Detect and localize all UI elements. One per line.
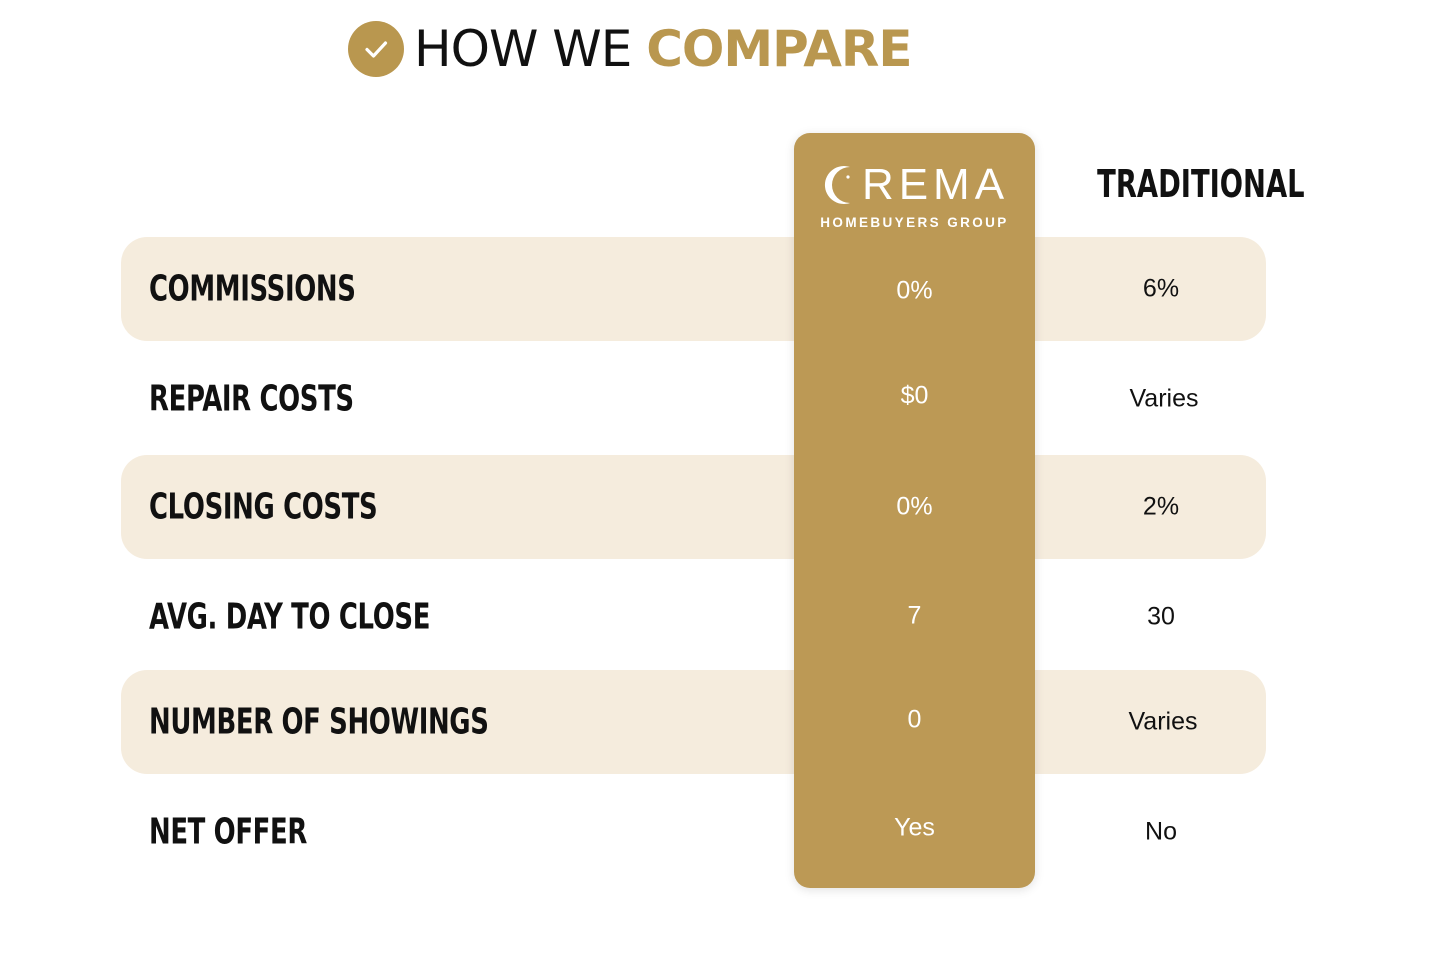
row-label: AVG. DAY TO CLOSE [149, 596, 431, 638]
row-label: CLOSING COSTS [149, 486, 378, 528]
title-part-gold: COMPARE [646, 20, 912, 78]
title-text: HOW WE COMPARE [414, 24, 913, 74]
title-part-dark: HOW WE [414, 20, 647, 78]
crema-value-avg-day-to-close: 7 [907, 601, 922, 630]
traditional-value: 2% [1142, 492, 1180, 521]
row-label: COMMISSIONS [149, 268, 356, 310]
traditional-column-header: TRADITIONAL [1097, 162, 1305, 206]
traditional-value: 30 [1147, 602, 1175, 631]
crema-wordmark: REMA [794, 159, 1035, 211]
crema-column: REMA HOMEBUYERS GROUP 0% $0 0% 7 0 Yes [794, 133, 1035, 888]
crema-value-number-of-showings: 0 [907, 705, 922, 734]
row-label: NUMBER OF SHOWINGS [149, 701, 489, 743]
crema-brand-name: REMA [861, 160, 1010, 209]
crescent-moon-icon [824, 166, 850, 204]
row-label: REPAIR COSTS [149, 378, 354, 420]
crema-value-commissions: 0% [896, 276, 933, 305]
check-circle-icon [348, 21, 404, 77]
comparison-row-net-offer: NET OFFER No [121, 780, 1266, 884]
traditional-value: 6% [1142, 274, 1180, 303]
crema-brand-subtitle: HOMEBUYERS GROUP [820, 215, 1009, 230]
traditional-value: No [1145, 817, 1177, 846]
crema-value-closing-costs: 0% [896, 492, 933, 521]
traditional-value: Varies [1128, 707, 1198, 736]
comparison-row-repair-costs: REPAIR COSTS Varies [121, 347, 1266, 451]
traditional-value: Varies [1129, 384, 1199, 413]
crema-value-net-offer: Yes [894, 813, 935, 842]
page-title: HOW WE COMPARE [348, 18, 913, 80]
comparison-row-closing-costs: CLOSING COSTS 2% [121, 455, 1266, 559]
comparison-row-number-of-showings: NUMBER OF SHOWINGS Varies [121, 670, 1266, 774]
crema-value-repair-costs: $0 [900, 381, 929, 410]
comparison-row-avg-day-to-close: AVG. DAY TO CLOSE 30 [121, 565, 1266, 669]
crema-logo: REMA HOMEBUYERS GROUP [794, 159, 1035, 230]
comparison-row-commissions: COMMISSIONS 6% [121, 237, 1266, 341]
row-label: NET OFFER [149, 811, 307, 853]
